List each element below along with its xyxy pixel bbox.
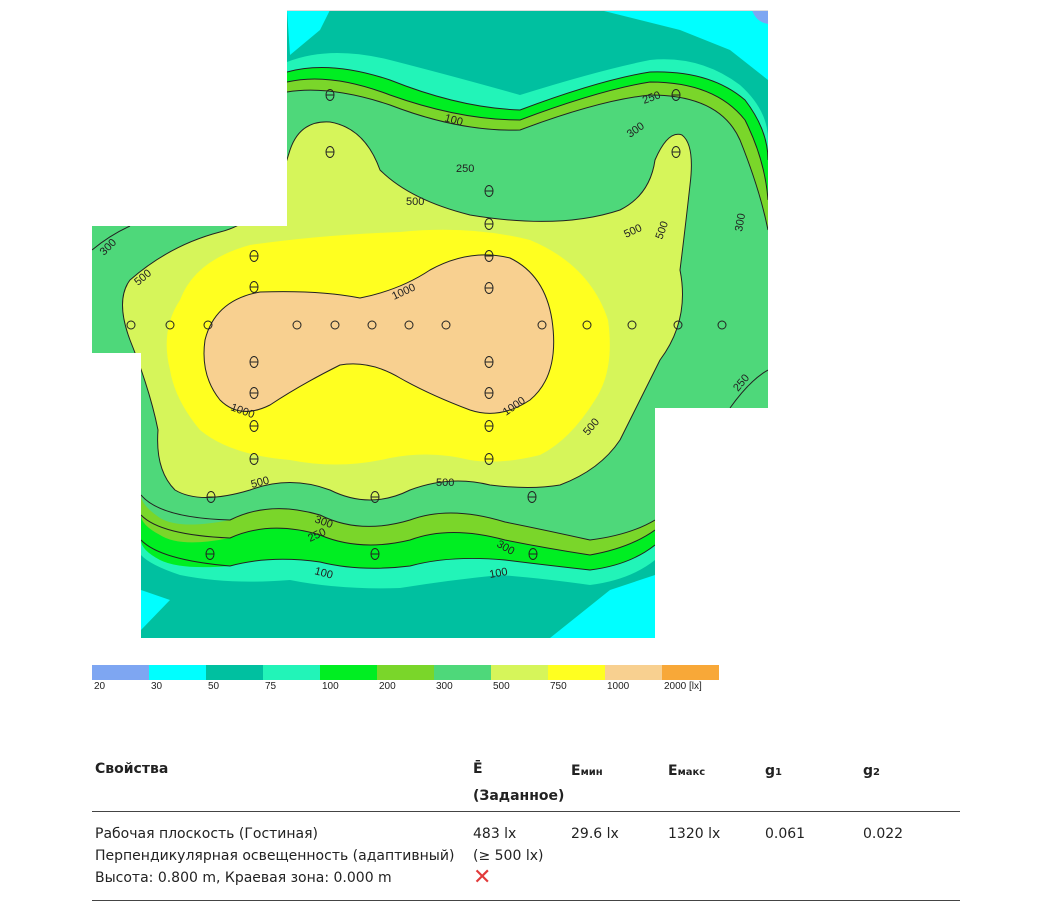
legend-label: 200 (379, 681, 396, 692)
led-strip-point (673, 320, 683, 330)
header-e-max: Eмакс (668, 760, 705, 784)
led-strip-point (582, 320, 592, 330)
contour-label: 100 (488, 566, 508, 581)
contour-label: 500 (250, 475, 271, 491)
row-line-1: Рабочая плоскость (Гостиная) (95, 826, 319, 842)
legend-label: 1000 (607, 681, 630, 692)
contour-label: 250 (641, 89, 662, 107)
legend-swatch (377, 665, 434, 680)
table-divider-bottom (92, 900, 960, 901)
legend-swatch (320, 665, 377, 680)
row-g1: 0.061 (765, 826, 806, 842)
legend-swatch (206, 665, 263, 680)
legend-swatch (605, 665, 662, 680)
legend-label: 75 (265, 681, 277, 692)
legend-swatch (662, 665, 719, 680)
led-strip-point (203, 320, 213, 330)
header-properties: Свойства (95, 761, 169, 777)
contour-label: 100 (443, 112, 464, 128)
led-strip-point (330, 320, 340, 330)
header-e-max-sub: макс (677, 767, 706, 778)
header-g2: g2 (863, 760, 880, 784)
legend-label: 2000 [lx] (664, 681, 702, 692)
row-e-max: 1320 lx (668, 826, 721, 842)
isolux-legend: 20 30 50 75 100 200 300 500 750 1000 2000 [lx] (92, 665, 719, 695)
header-g1-sub: 1 (775, 767, 782, 778)
legend-swatch (92, 665, 149, 680)
row-line-3: Высота: 0.800 m, Краевая зона: 0.000 m (95, 870, 392, 886)
legend-swatch (149, 665, 206, 680)
header-e-min-sub: мин (580, 767, 603, 778)
legend-label: 50 (208, 681, 220, 692)
header-e-min: Eмин (571, 760, 603, 784)
led-strip-point (367, 320, 377, 330)
contour-label: 500 (406, 196, 424, 208)
isolux-lines (92, 67, 768, 571)
table-divider-top (92, 811, 960, 812)
legend-label: 20 (94, 681, 106, 692)
legend-label: 100 (322, 681, 339, 692)
legend-swatch (548, 665, 605, 680)
row-e-avg: 483 lx (473, 826, 517, 842)
contour-label: 500 (436, 477, 454, 489)
row-g2: 0.022 (863, 826, 904, 842)
header-g1: g1 (765, 760, 782, 784)
row-e-min: 29.6 lx (571, 826, 619, 842)
contour-label: 500 (654, 220, 672, 241)
led-strip-point (627, 320, 637, 330)
legend-swatch (263, 665, 320, 680)
contour-label: 250 (456, 163, 474, 175)
legend-label: 500 (493, 681, 510, 692)
header-e-min-main: E (571, 763, 581, 779)
header-e-avg-note: (Заданное) (473, 788, 565, 804)
led-strip-point (292, 320, 302, 330)
led-strip-point (404, 320, 414, 330)
legend-swatch (491, 665, 548, 680)
fail-x-icon: ✕ (473, 865, 492, 890)
led-strip-point (537, 320, 547, 330)
legend-label: 750 (550, 681, 567, 692)
luminaire-layer (126, 89, 727, 560)
header-e-avg: Ē (473, 761, 483, 777)
row-e-avg-cell: 483 lx (≥ 500 lx) ✕ (473, 823, 543, 889)
contour-label: 100 (313, 565, 334, 581)
led-strip-point (126, 320, 136, 330)
header-g1-main: g (765, 763, 776, 779)
header-g2-main: g (863, 763, 874, 779)
row-description: Рабочая плоскость (Гостиная) Перпендикул… (95, 823, 454, 889)
legend-swatch (434, 665, 491, 680)
led-strip-point (165, 320, 175, 330)
contour-label: 300 (313, 514, 334, 532)
row-line-2: Перпендикулярная освещенность (адаптивны… (95, 848, 455, 864)
isolux-fill (92, 10, 768, 638)
led-strip-point (717, 320, 727, 330)
row-e-target: (≥ 500 lx) (473, 848, 544, 864)
legend-label: 30 (151, 681, 163, 692)
legend-label: 300 (436, 681, 453, 692)
led-strip-point (441, 320, 451, 330)
contour-label: 300 (733, 212, 748, 232)
header-g2-sub: 2 (873, 767, 880, 778)
header-e-max-main: E (668, 763, 678, 779)
isolux-plan: 100 250 300 250 500 500 500 300 250 300 … (92, 10, 768, 638)
